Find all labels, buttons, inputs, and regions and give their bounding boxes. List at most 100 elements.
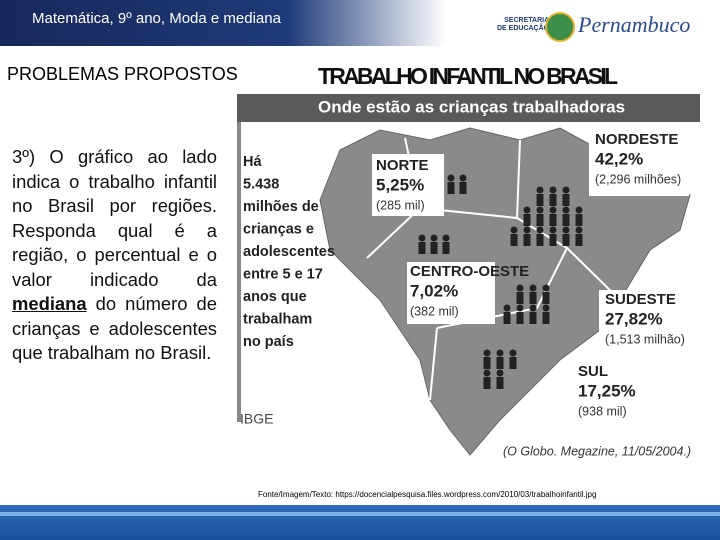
person-body — [575, 234, 583, 246]
person-head — [549, 226, 557, 234]
person-head — [483, 369, 491, 377]
person-head — [562, 186, 570, 194]
person-body — [549, 234, 557, 246]
header-title: Matemática, 9º ano, Moda e mediana — [32, 10, 281, 27]
logo-line: SECRETARIA — [504, 17, 550, 24]
person-head — [575, 206, 583, 214]
infographic: TRABALHO INFANTIL NO BRASIL Onde estão a… — [237, 63, 700, 458]
subtitle-band — [237, 94, 700, 122]
citation: (O Globo. Megazine, 11/05/2004.) — [503, 444, 691, 458]
region-percent: 27,82% — [605, 309, 663, 328]
region-border — [429, 327, 438, 401]
infographic-title: TRABALHO INFANTIL NO BRASIL — [318, 63, 618, 89]
person-head — [442, 234, 450, 242]
person-body — [523, 214, 531, 226]
summary-line: milhões de — [243, 199, 319, 215]
person-head — [575, 226, 583, 234]
person-body — [483, 377, 491, 389]
person-body — [503, 312, 511, 324]
people-icons — [418, 174, 583, 389]
person-head — [459, 174, 467, 182]
question-emphasis: mediana — [12, 293, 87, 314]
person-body — [542, 312, 550, 324]
summary-line: entre 5 e 17 — [243, 266, 323, 282]
label-box — [407, 262, 495, 324]
region-count: (382 mil) — [410, 304, 459, 318]
person-body — [430, 242, 438, 254]
summary-line: crianças e — [243, 221, 314, 237]
region-name: SUL — [578, 363, 608, 380]
region-border — [515, 139, 621, 301]
person-body — [523, 234, 531, 246]
person-body — [516, 312, 524, 324]
footer-source: Fonte/Imagem/Texto: https://docencialpes… — [258, 490, 597, 499]
logo-emblem — [545, 12, 575, 42]
person-body — [575, 214, 583, 226]
summary-line: anos que — [243, 289, 307, 305]
person-head — [516, 304, 524, 312]
summary-line: trabalham — [243, 311, 312, 327]
footer-bar — [0, 505, 720, 540]
person-body — [516, 292, 524, 304]
region-count: (2,296 milhões) — [595, 172, 681, 186]
person-head — [536, 206, 544, 214]
question-text: do número de crianças e adolescentes que… — [12, 293, 217, 363]
region-percent: 7,02% — [410, 281, 458, 300]
logo-text: SECRETARIA DE EDUCAÇÃO — [497, 17, 549, 33]
region-name: SUDESTE — [605, 291, 676, 308]
person-head — [536, 186, 544, 194]
person-head — [418, 234, 426, 242]
person-body — [510, 234, 518, 246]
person-body — [447, 182, 455, 194]
person-head — [542, 304, 550, 312]
side-rule — [237, 122, 241, 422]
person-head — [510, 226, 518, 234]
person-body — [529, 312, 537, 324]
person-body — [442, 242, 450, 254]
region-count: (938 mil) — [578, 404, 627, 418]
region-percent: 42,2% — [595, 149, 643, 168]
person-head — [509, 349, 517, 357]
region-percent: 5,25% — [376, 175, 424, 194]
person-body — [496, 377, 504, 389]
label-box — [589, 130, 689, 196]
person-body — [529, 292, 537, 304]
person-body — [549, 194, 557, 206]
summary-line: adolescentes — [243, 244, 335, 260]
person-body — [542, 292, 550, 304]
person-head — [562, 226, 570, 234]
person-head — [483, 349, 491, 357]
person-body — [509, 357, 517, 369]
source-label: IBGE — [240, 411, 273, 427]
infographic-subtitle: Onde estão as crianças trabalhadoras — [318, 97, 625, 116]
summary-line: 5.438 — [243, 176, 279, 192]
person-body — [483, 357, 491, 369]
person-head — [536, 226, 544, 234]
region-count: (1,513 milhão) — [605, 332, 685, 346]
person-head — [496, 349, 504, 357]
label-box — [573, 362, 643, 426]
person-head — [549, 206, 557, 214]
person-head — [516, 284, 524, 292]
person-body — [536, 194, 544, 206]
person-body — [536, 234, 544, 246]
logo-name: Pernambuco — [578, 12, 691, 37]
region-percent: 17,25% — [578, 381, 636, 400]
person-head — [523, 206, 531, 214]
summary-line: no país — [243, 334, 294, 350]
person-head — [542, 284, 550, 292]
person-head — [529, 304, 537, 312]
person-body — [562, 214, 570, 226]
person-head — [430, 234, 438, 242]
person-body — [549, 214, 557, 226]
person-body — [562, 194, 570, 206]
summary-line: Há — [243, 154, 262, 170]
section-title: PROBLEMAS PROPOSTOS — [7, 64, 238, 84]
region-count: (285 mil) — [376, 198, 425, 212]
summary: Há 5.438 milhões de crianças e adolescentes e… — [243, 154, 335, 350]
person-head — [503, 304, 511, 312]
label-box — [599, 290, 691, 354]
person-body — [459, 182, 467, 194]
